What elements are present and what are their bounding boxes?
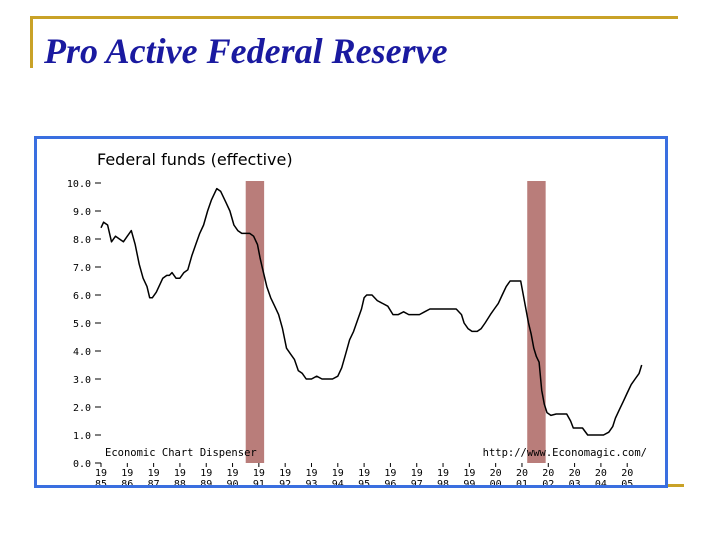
x-tick-label-year: 99 bbox=[463, 479, 475, 485]
y-tick-label: 1.0 bbox=[73, 431, 91, 442]
slide-frame-top bbox=[30, 16, 678, 19]
x-tick-label-century: 19 bbox=[148, 468, 160, 479]
y-tick-label: 8.0 bbox=[73, 235, 91, 246]
x-tick-label-century: 19 bbox=[437, 468, 449, 479]
x-tick-label-year: 97 bbox=[411, 479, 423, 485]
x-tick-label-century: 19 bbox=[95, 468, 107, 479]
chart-container: Federal funds (effective) 10.0 9.0 8.0 7.0 6… bbox=[34, 136, 668, 488]
x-tick-label-year: 00 bbox=[490, 479, 502, 485]
x-tick-label-century: 19 bbox=[463, 468, 475, 479]
x-tick-label-century: 20 bbox=[595, 468, 607, 479]
y-tick-label: 6.0 bbox=[73, 291, 91, 302]
recession-band-2 bbox=[527, 181, 546, 463]
source-url: http://www.Economagic.com/ bbox=[483, 447, 647, 459]
slide-frame-left bbox=[30, 16, 33, 68]
x-tick-label-year: 02 bbox=[542, 479, 554, 485]
x-axis: 1985198619871988198919901991199219931994… bbox=[95, 463, 633, 485]
y-tick-label: 7.0 bbox=[73, 263, 91, 274]
y-tick-label: 10.0 bbox=[67, 179, 91, 190]
y-tick-label: 0.0 bbox=[73, 459, 91, 470]
x-tick-label-year: 92 bbox=[279, 479, 291, 485]
x-tick-label-century: 20 bbox=[621, 468, 633, 479]
x-tick-label-year: 98 bbox=[437, 479, 449, 485]
x-tick-label-year: 88 bbox=[174, 479, 186, 485]
x-tick-label-year: 03 bbox=[569, 479, 581, 485]
y-tick-label: 5.0 bbox=[73, 319, 91, 330]
x-tick-label-year: 04 bbox=[595, 479, 607, 485]
x-tick-label-century: 19 bbox=[174, 468, 186, 479]
source-label: Economic Chart Dispenser bbox=[105, 447, 257, 459]
slide-frame-right bbox=[664, 484, 684, 487]
y-axis: 10.0 9.0 8.0 7.0 6.0 5.0 4.0 3.0 2.0 1.0 0.0 bbox=[67, 179, 101, 470]
y-tick-label: 9.0 bbox=[73, 207, 91, 218]
y-tick-label: 2.0 bbox=[73, 403, 91, 414]
x-tick-label-year: 94 bbox=[332, 479, 344, 485]
x-tick-label-year: 96 bbox=[384, 479, 396, 485]
slide-title: Pro Active Federal Reserve bbox=[44, 31, 448, 71]
y-tick-label: 3.0 bbox=[73, 375, 91, 386]
x-tick-label-century: 20 bbox=[516, 468, 528, 479]
x-tick-label-century: 19 bbox=[358, 468, 370, 479]
x-tick-label-century: 19 bbox=[384, 468, 396, 479]
x-tick-label-century: 19 bbox=[332, 468, 344, 479]
x-tick-label-century: 20 bbox=[542, 468, 554, 479]
x-tick-label-year: 90 bbox=[227, 479, 239, 485]
x-tick-label-year: 86 bbox=[121, 479, 133, 485]
x-tick-label-century: 19 bbox=[121, 468, 133, 479]
x-tick-label-century: 19 bbox=[279, 468, 291, 479]
x-tick-label-year: 89 bbox=[200, 479, 212, 485]
x-tick-label-year: 85 bbox=[95, 479, 107, 485]
federal-funds-chart: Federal funds (effective) 10.0 9.0 8.0 7.0 6… bbox=[67, 150, 647, 485]
x-tick-label-century: 19 bbox=[305, 468, 317, 479]
x-tick-label-year: 01 bbox=[516, 479, 528, 485]
x-tick-label-century: 20 bbox=[569, 468, 581, 479]
x-tick-label-century: 19 bbox=[200, 468, 212, 479]
federal-funds-line bbox=[100, 187, 643, 436]
x-tick-label-century: 19 bbox=[411, 468, 423, 479]
x-tick-label-century: 19 bbox=[253, 468, 265, 479]
recession-band-1 bbox=[245, 181, 265, 463]
x-tick-label-century: 19 bbox=[227, 468, 239, 479]
recession-bands bbox=[245, 181, 546, 463]
x-tick-label-year: 91 bbox=[253, 479, 265, 485]
x-tick-label-year: 87 bbox=[148, 479, 160, 485]
chart-title: Federal funds (effective) bbox=[97, 150, 293, 169]
x-tick-label-century: 20 bbox=[490, 468, 502, 479]
y-tick-label: 4.0 bbox=[73, 347, 91, 358]
x-tick-label-year: 93 bbox=[305, 479, 317, 485]
x-tick-label-year: 05 bbox=[621, 479, 633, 485]
x-tick-label-year: 95 bbox=[358, 479, 370, 485]
